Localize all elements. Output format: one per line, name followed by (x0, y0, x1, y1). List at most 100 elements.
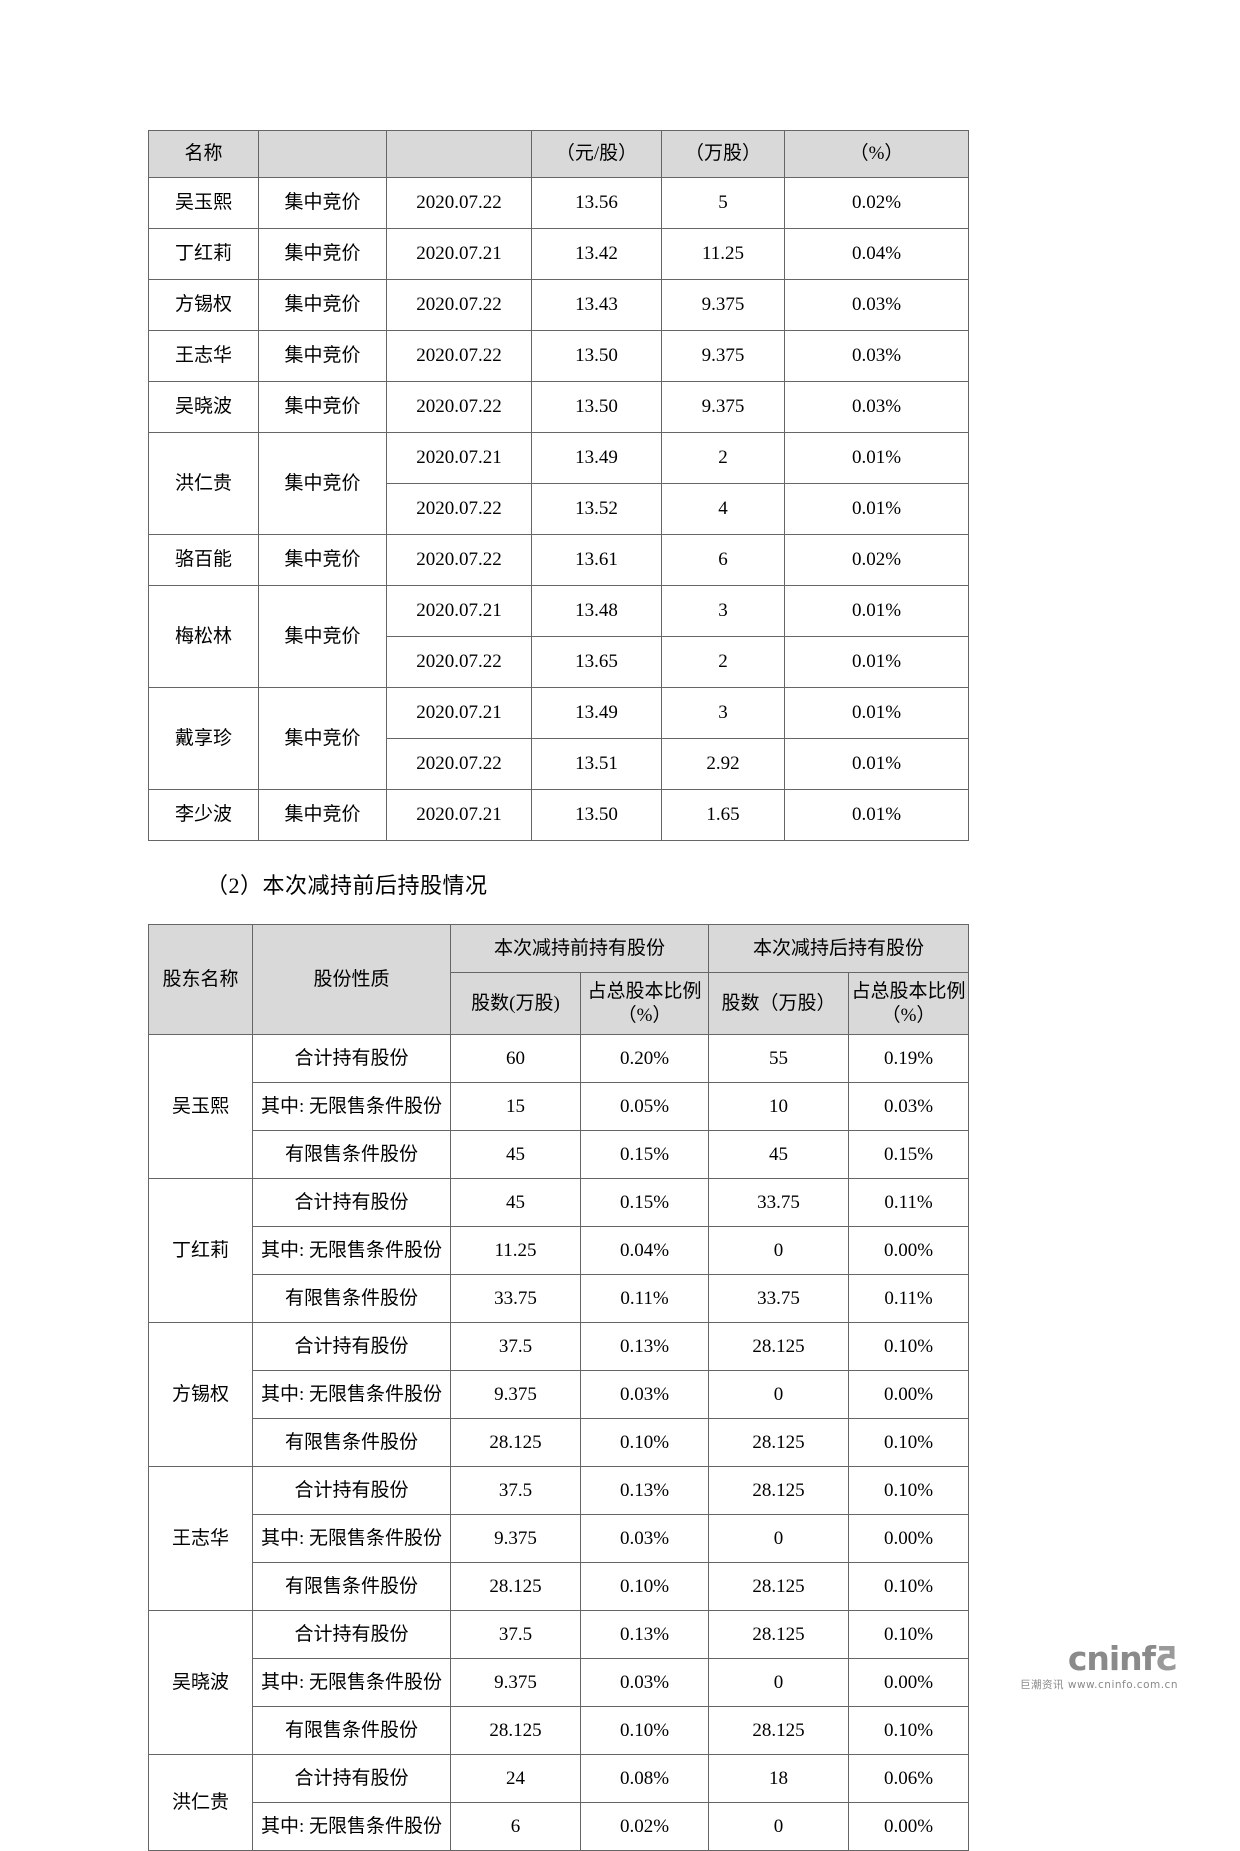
table-row: 其中: 无限售条件股份 9.375 0.03% 0 0.00% (149, 1658, 970, 1707)
cell-shareholder-name: 李少波 (148, 789, 259, 841)
table-row: 其中: 无限售条件股份 6 0.02% 0 0.00% (149, 1802, 970, 1851)
cell-share-nature: 合计持有股份 (252, 1178, 451, 1227)
cell-before-shares: 9.375 (450, 1514, 581, 1563)
cell-before-shares: 37.5 (450, 1322, 581, 1371)
table-row: 其中: 无限售条件股份 15 0.05% 10 0.03% (149, 1082, 970, 1131)
cninfo-logo-text: cninf (1067, 1639, 1156, 1678)
header-cell-before-group: 本次减持前持有股份 (449, 924, 710, 973)
cell-shareholder-name: 洪仁贵 (148, 1754, 253, 1851)
cell-trade-method: 集中竞价 (258, 687, 387, 790)
cell-before-percent: 0.05% (579, 1082, 710, 1131)
cell-trade-price: 13.52 (531, 483, 662, 535)
table-row: 有限售条件股份 45 0.15% 45 0.15% (149, 1130, 970, 1179)
table-row: 2020.07.22 13.51 2.92 0.01% (149, 738, 969, 790)
cell-shareholder-name: 骆百能 (148, 534, 259, 586)
cell-trade-percent: 0.01% (784, 687, 969, 739)
cell-before-percent: 0.04% (579, 1226, 710, 1275)
cell-before-percent: 0.03% (579, 1514, 710, 1563)
table-row: 洪仁贵 合计持有股份 24 0.08% 18 0.06% (148, 1754, 970, 1851)
header-cell-price: （元/股） (531, 130, 662, 178)
cell-shareholder-name: 方锡权 (148, 1322, 253, 1467)
cell-before-shares: 28.125 (450, 1418, 581, 1467)
cell-trade-date: 2020.07.21 (386, 228, 532, 280)
holdings-header-sub-row: 股数(万股) 占总股本比例（%） 股数（万股） 占总股本比例（%） (149, 972, 970, 1035)
cell-after-percent: 0.00% (848, 1802, 970, 1851)
cell-shareholder-name: 吴玉熙 (148, 1034, 253, 1179)
cell-after-shares: 0 (708, 1370, 850, 1419)
cell-after-percent: 0.00% (848, 1658, 970, 1707)
header-cell-before-shares: 股数(万股) (450, 972, 581, 1035)
cell-before-shares: 60 (450, 1034, 581, 1083)
cell-trade-percent: 0.03% (784, 279, 969, 331)
page-content: 名称 （元/股） （万股） （%） 吴玉熙 集中竞价 2020.07.22 13.56… (148, 130, 970, 1851)
cell-before-percent: 0.13% (579, 1466, 710, 1515)
holdings-header-group-row: 股东名称 股份性质 本次减持前持有股份 本次减持后持有股份 (148, 924, 970, 1035)
cell-share-nature: 合计持有股份 (252, 1322, 451, 1371)
cell-trade-percent: 0.03% (784, 330, 969, 382)
cell-before-percent: 0.02% (579, 1802, 710, 1851)
table-holdings-before-after: 股东名称 股份性质 本次减持前持有股份 本次减持后持有股份 股数(万股) 占总股… (148, 924, 970, 1851)
table-row: 方锡权 合计持有股份 37.5 0.13% 28.125 0.10% (148, 1322, 970, 1467)
cell-trade-shares: 2 (661, 636, 785, 688)
cell-before-percent: 0.15% (579, 1130, 710, 1179)
cell-trade-date: 2020.07.22 (386, 330, 532, 382)
cell-trade-date: 2020.07.22 (386, 534, 532, 586)
header-cell-after-shares: 股数（万股） (708, 972, 850, 1035)
cell-after-shares: 33.75 (708, 1274, 850, 1323)
cell-trade-date: 2020.07.22 (386, 483, 532, 535)
cell-trade-percent: 0.01% (784, 738, 969, 790)
cell-share-nature: 其中: 无限售条件股份 (252, 1802, 451, 1851)
cell-trade-percent: 0.03% (784, 381, 969, 433)
table-row: 有限售条件股份 33.75 0.11% 33.75 0.11% (149, 1274, 970, 1323)
cell-trade-price: 13.50 (531, 330, 662, 382)
table-row: 方锡权 集中竞价 2020.07.22 13.43 9.375 0.03% (148, 279, 969, 331)
cell-trade-date: 2020.07.21 (386, 432, 532, 484)
cell-trade-date: 2020.07.22 (386, 177, 532, 229)
cell-trade-percent: 0.01% (784, 585, 969, 637)
cell-share-nature: 其中: 无限售条件股份 (252, 1226, 451, 1275)
cell-share-nature: 有限售条件股份 (252, 1274, 451, 1323)
header-cell-name: 名称 (148, 130, 259, 178)
cell-before-shares: 6 (450, 1802, 581, 1851)
cell-before-percent: 0.11% (579, 1274, 710, 1323)
header-cell-after-pct: 占总股本比例（%） (848, 972, 970, 1035)
cell-before-percent: 0.20% (579, 1034, 710, 1083)
table-row: 丁红莉 合计持有股份 45 0.15% 33.75 0.11% (148, 1178, 970, 1323)
table-row: 其中: 无限售条件股份 9.375 0.03% 0 0.00% (149, 1370, 970, 1419)
cell-trade-date: 2020.07.21 (386, 789, 532, 841)
document-page: 名称 （元/股） （万股） （%） 吴玉熙 集中竞价 2020.07.22 13.56… (148, 130, 1178, 1851)
cell-after-percent: 0.10% (848, 1466, 970, 1515)
cell-before-shares: 9.375 (450, 1658, 581, 1707)
cell-after-shares: 33.75 (708, 1178, 850, 1227)
header-cell-method (258, 130, 387, 178)
table-row: 吴晓波 集中竞价 2020.07.22 13.50 9.375 0.03% (148, 381, 969, 433)
header-cell-date (386, 130, 532, 178)
cell-shareholder-name: 吴玉熙 (148, 177, 259, 229)
cell-before-percent: 0.10% (579, 1562, 710, 1611)
cell-trade-price: 13.51 (531, 738, 662, 790)
cell-before-percent: 0.03% (579, 1658, 710, 1707)
cell-before-shares: 45 (450, 1130, 581, 1179)
table-row: 有限售条件股份 28.125 0.10% 28.125 0.10% (149, 1562, 970, 1611)
header-cell-shares: （万股） (661, 130, 785, 178)
cell-before-shares: 15 (450, 1082, 581, 1131)
cell-trade-shares: 11.25 (661, 228, 785, 280)
cell-trade-price: 13.50 (531, 381, 662, 433)
cell-trade-shares: 5 (661, 177, 785, 229)
cell-after-percent: 0.15% (848, 1130, 970, 1179)
cell-trade-percent: 0.04% (784, 228, 969, 280)
cell-shareholder-name: 戴享珍 (148, 687, 259, 790)
cell-before-shares: 37.5 (450, 1610, 581, 1659)
cell-after-percent: 0.03% (848, 1082, 970, 1131)
header-cell-nature: 股份性质 (252, 924, 451, 1035)
cell-after-percent: 0.10% (848, 1418, 970, 1467)
cell-after-percent: 0.19% (848, 1034, 970, 1083)
cell-trade-percent: 0.01% (784, 432, 969, 484)
cell-trade-shares: 4 (661, 483, 785, 535)
cell-after-percent: 0.00% (848, 1370, 970, 1419)
header-cell-before-pct: 占总股本比例（%） (579, 972, 710, 1035)
cell-share-nature: 合计持有股份 (252, 1754, 451, 1803)
cell-before-shares: 24 (450, 1754, 581, 1803)
cell-share-nature: 有限售条件股份 (252, 1418, 451, 1467)
cell-trade-price: 13.49 (531, 432, 662, 484)
